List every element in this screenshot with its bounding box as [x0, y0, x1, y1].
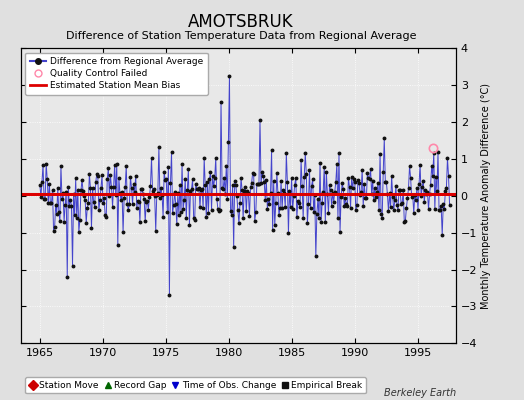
Text: Difference of Station Temperature Data from Regional Average: Difference of Station Temperature Data f…	[66, 31, 416, 41]
Y-axis label: Monthly Temperature Anomaly Difference (°C): Monthly Temperature Anomaly Difference (…	[482, 83, 492, 309]
Legend: Difference from Regional Average, Quality Control Failed, Estimated Station Mean: Difference from Regional Average, Qualit…	[26, 52, 208, 95]
Text: Berkeley Earth: Berkeley Earth	[384, 388, 456, 398]
Text: AMOTSBRUK: AMOTSBRUK	[188, 13, 294, 31]
Legend: Station Move, Record Gap, Time of Obs. Change, Empirical Break: Station Move, Record Gap, Time of Obs. C…	[26, 377, 366, 394]
